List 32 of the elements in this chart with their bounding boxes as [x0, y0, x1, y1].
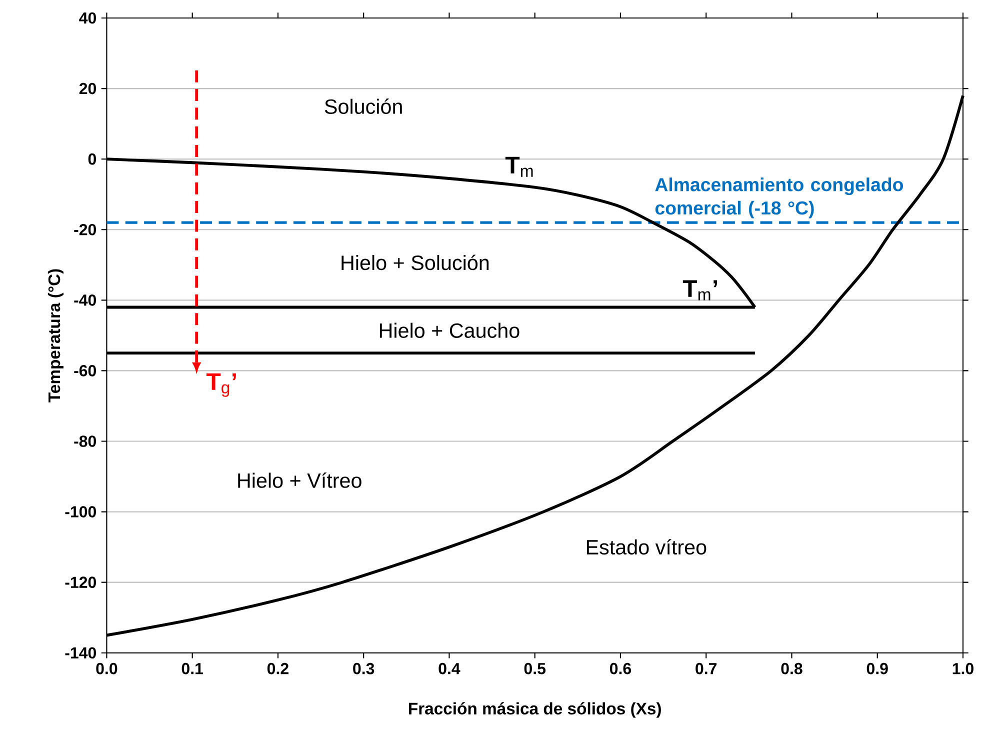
y-tick-label: -40 [74, 294, 96, 306]
y-tick-label: -80 [74, 436, 96, 448]
x-axis-title: Fracción másica de sólidos (Xs) [409, 702, 661, 718]
annotation: Solución [324, 98, 402, 114]
x-tick-label: 0.9 [866, 663, 888, 674]
x-tick-label: 0.0 [96, 663, 118, 674]
annotation: Hielo + Solución [342, 254, 489, 270]
annotation: Hielo + Vítreo [238, 472, 362, 488]
x-tick-label: 0.2 [267, 663, 288, 674]
annotation: T$_{m}$ [505, 157, 533, 178]
annotation: T$_{g}$’ [206, 374, 236, 398]
x-tick-label: 0.3 [353, 663, 374, 674]
x-tick-label: 0.7 [696, 663, 717, 674]
x-tick-label: 1.0 [952, 663, 974, 674]
ref-line-label: Almacenamiento congelado comercial (-18 °C) [655, 178, 904, 219]
x-tick-label: 0.5 [524, 663, 546, 674]
y-tick-label: -60 [74, 365, 96, 377]
x-tick-label: 0.8 [781, 663, 802, 674]
y-tick-label: -120 [65, 576, 96, 588]
annotation: Estado vítreo [586, 539, 706, 555]
x-tick-label: 0.1 [182, 663, 204, 674]
x-tick-label: 0.6 [610, 663, 632, 674]
y-tick-label: 20 [79, 83, 96, 94]
x-tick-label: 0.4 [438, 663, 460, 674]
y-tick-label: -100 [65, 506, 96, 518]
y-tick-label: 40 [79, 12, 96, 24]
y-axis-title: Temperatura (°C) [48, 269, 64, 403]
y-tick-label: -140 [65, 647, 96, 659]
annotation: Hielo + Caucho [380, 322, 520, 338]
y-tick-label: 0 [88, 154, 96, 165]
y-tick-label: -20 [74, 224, 96, 236]
annotation: T$_{m}$’ [682, 280, 718, 300]
